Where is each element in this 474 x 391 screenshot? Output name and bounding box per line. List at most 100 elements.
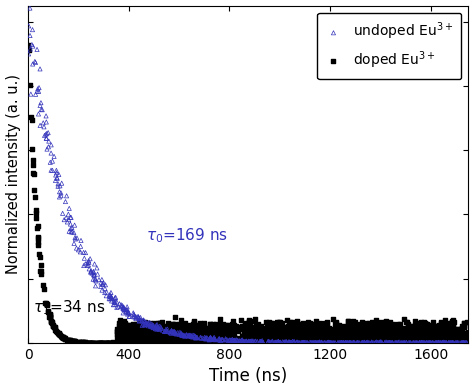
undoped Eu$^{3+}$ — [62, 199, 69, 205]
undoped Eu$^{3+}$ — [168, 329, 176, 335]
undoped Eu$^{3+}$ — [451, 339, 459, 346]
undoped Eu$^{3+}$ — [302, 339, 310, 346]
undoped Eu$^{3+}$ — [400, 339, 407, 346]
undoped Eu$^{3+}$ — [274, 339, 282, 345]
doped Eu$^{3+}$ — [102, 339, 110, 346]
doped Eu$^{3+}$ — [410, 339, 418, 346]
doped Eu$^{3+}$ — [184, 339, 191, 346]
Point — [164, 330, 171, 337]
Point — [448, 333, 456, 339]
Point — [414, 328, 422, 334]
Point — [194, 339, 202, 345]
doped Eu$^{3+}$ — [319, 339, 327, 346]
doped Eu$^{3+}$ — [357, 339, 365, 346]
Point — [330, 335, 337, 341]
doped Eu$^{3+}$ — [128, 339, 135, 346]
Point — [442, 334, 450, 341]
Point — [385, 324, 392, 330]
doped Eu$^{3+}$ — [406, 339, 414, 346]
undoped Eu$^{3+}$ — [311, 339, 319, 346]
doped Eu$^{3+}$ — [198, 339, 206, 346]
Point — [443, 329, 451, 335]
doped Eu$^{3+}$ — [344, 339, 351, 346]
Point — [149, 327, 156, 334]
Point — [286, 319, 294, 325]
Point — [402, 332, 410, 338]
undoped Eu$^{3+}$ — [416, 339, 423, 346]
Point — [313, 325, 320, 332]
undoped Eu$^{3+}$ — [137, 314, 144, 321]
undoped Eu$^{3+}$ — [210, 336, 218, 343]
doped Eu$^{3+}$ — [244, 339, 251, 346]
Point — [248, 328, 255, 334]
Point — [322, 322, 329, 328]
doped Eu$^{3+}$ — [384, 339, 392, 346]
doped Eu$^{3+}$ — [264, 339, 271, 346]
doped Eu$^{3+}$ — [408, 339, 415, 346]
doped Eu$^{3+}$ — [224, 339, 232, 346]
Point — [271, 337, 279, 343]
Point — [357, 330, 365, 337]
Point — [350, 335, 357, 341]
undoped Eu$^{3+}$ — [84, 262, 91, 269]
Point — [238, 337, 246, 343]
Point — [127, 327, 135, 334]
doped Eu$^{3+}$ — [116, 339, 124, 346]
Point — [121, 326, 129, 333]
doped Eu$^{3+}$ — [246, 339, 254, 346]
Point — [169, 337, 176, 343]
undoped Eu$^{3+}$ — [376, 339, 384, 345]
Point — [293, 318, 301, 325]
Point — [286, 333, 294, 339]
undoped Eu$^{3+}$ — [248, 339, 255, 345]
Point — [289, 333, 297, 339]
Point — [434, 337, 442, 344]
Point — [425, 330, 433, 336]
doped Eu$^{3+}$ — [412, 339, 420, 346]
undoped Eu$^{3+}$ — [185, 333, 192, 339]
undoped Eu$^{3+}$ — [228, 336, 236, 343]
doped Eu$^{3+}$ — [202, 339, 210, 346]
Point — [388, 333, 396, 339]
Point — [452, 331, 460, 337]
undoped Eu$^{3+}$ — [36, 66, 44, 72]
doped Eu$^{3+}$ — [113, 339, 121, 346]
undoped Eu$^{3+}$ — [463, 339, 470, 346]
doped Eu$^{3+}$ — [248, 339, 255, 346]
doped Eu$^{3+}$ — [301, 339, 308, 346]
undoped Eu$^{3+}$ — [180, 332, 188, 339]
undoped Eu$^{3+}$ — [443, 339, 450, 346]
Point — [362, 339, 369, 345]
Point — [347, 335, 355, 342]
Point — [417, 335, 425, 341]
Point — [451, 338, 459, 344]
doped Eu$^{3+}$ — [434, 339, 442, 346]
doped Eu$^{3+}$ — [160, 339, 168, 346]
Point — [185, 330, 193, 336]
Point — [356, 325, 364, 331]
doped Eu$^{3+}$ — [315, 339, 323, 346]
undoped Eu$^{3+}$ — [315, 339, 323, 346]
Point — [284, 337, 292, 344]
undoped Eu$^{3+}$ — [434, 339, 442, 346]
Point — [289, 331, 296, 337]
Point — [338, 324, 346, 330]
Point — [210, 327, 217, 334]
doped Eu$^{3+}$ — [278, 339, 286, 346]
undoped Eu$^{3+}$ — [409, 339, 416, 346]
Point — [273, 336, 280, 342]
undoped Eu$^{3+}$ — [314, 339, 321, 346]
Point — [402, 329, 410, 335]
Point — [384, 336, 392, 343]
Point — [449, 324, 457, 330]
undoped Eu$^{3+}$ — [257, 339, 265, 345]
Point — [245, 326, 253, 332]
Point — [249, 331, 257, 337]
Point — [128, 331, 136, 337]
Point — [145, 333, 153, 339]
undoped Eu$^{3+}$ — [337, 339, 345, 346]
doped Eu$^{3+}$ — [161, 339, 168, 346]
Point — [367, 339, 374, 345]
Point — [141, 335, 148, 341]
undoped Eu$^{3+}$ — [132, 314, 139, 320]
